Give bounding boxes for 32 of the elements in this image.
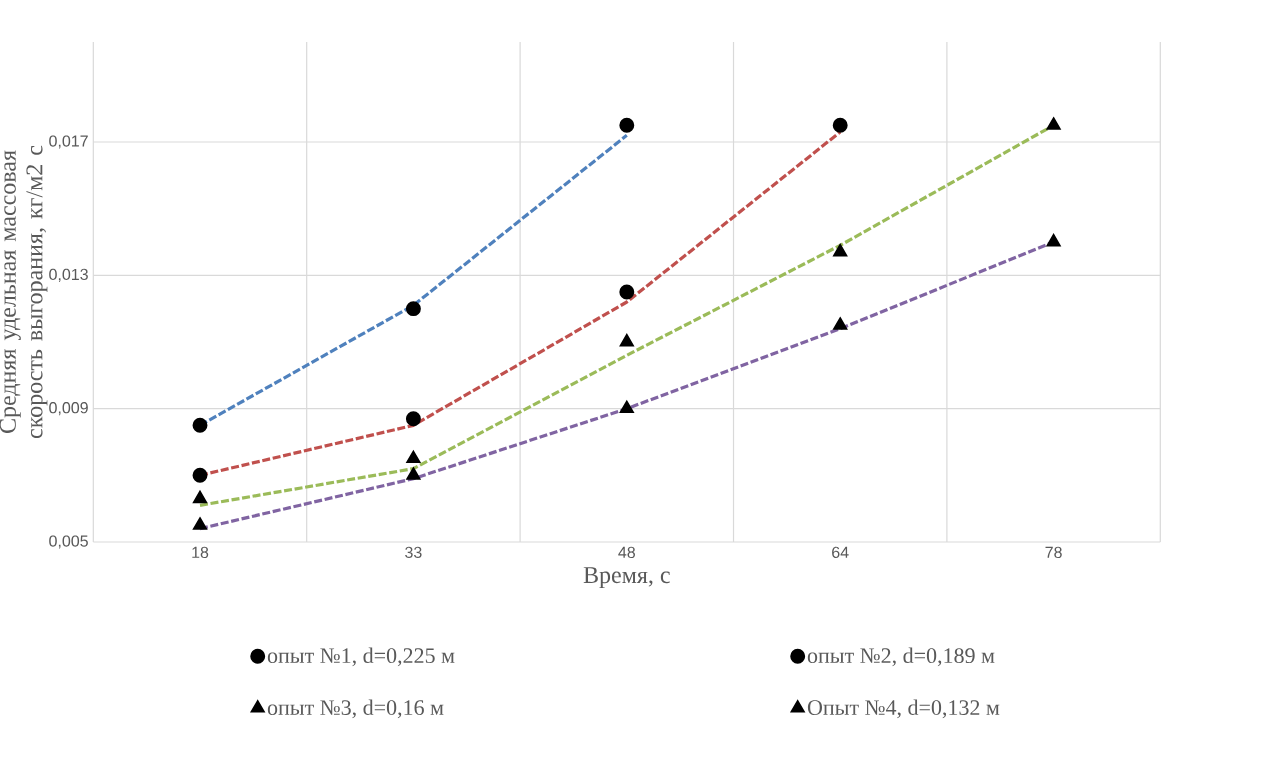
point: [406, 450, 421, 464]
x-tick-label: 64: [832, 546, 849, 559]
y-tick-label: 0,009: [49, 402, 88, 416]
legend-label: опыт №1, d=0,225 м: [267, 647, 455, 667]
point: [192, 517, 208, 530]
point: [192, 490, 208, 504]
point: [619, 400, 634, 414]
x-tick-label: 33: [405, 546, 422, 559]
point: [1046, 117, 1061, 130]
y-axis-title: Средняя удельная массовая скорость выгорания, кг/м2 с: [0, 145, 48, 439]
point: [832, 117, 848, 133]
legend-label: Опыт №4, d=0,132 м: [807, 699, 1000, 719]
point: [405, 301, 421, 317]
point: [1046, 233, 1061, 247]
point: [619, 333, 634, 347]
y-tick-label: 0,017: [49, 135, 88, 149]
x-tick-label: 18: [192, 546, 209, 559]
point: [833, 317, 848, 330]
point: [833, 243, 848, 257]
point: [619, 117, 635, 133]
point: [406, 467, 421, 480]
y-tick-label: 0,013: [49, 268, 88, 282]
point: [405, 411, 421, 427]
point: [192, 467, 208, 483]
legend-label: опыт №2, d=0,189 м: [807, 647, 995, 667]
y-tick-label: 0,005: [49, 535, 88, 549]
x-tick-label: 48: [618, 546, 635, 559]
legend-label: опыт №3, d=0,16 м: [267, 699, 444, 719]
x-tick-label: 78: [1045, 546, 1062, 559]
point: [619, 284, 635, 300]
x-axis-title: Время, с: [583, 567, 670, 588]
point: [192, 417, 208, 433]
